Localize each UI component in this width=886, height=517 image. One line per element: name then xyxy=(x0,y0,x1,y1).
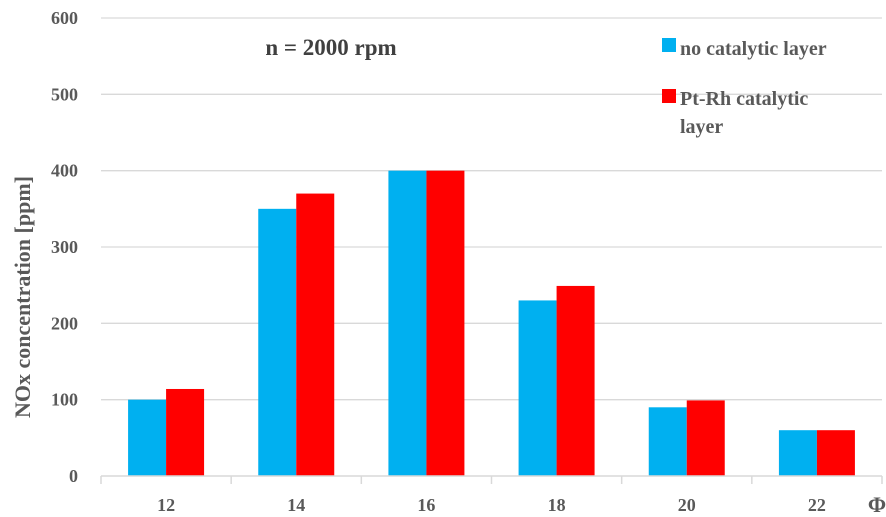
x-tick-label: 18 xyxy=(548,495,566,515)
bar-pt-rh-20 xyxy=(686,400,725,476)
x-tick-label: 12 xyxy=(157,495,175,515)
legend-label: Pt-Rh catalytic layer xyxy=(680,88,808,138)
x-tick-labels: 12 14 16 18 20 22 xyxy=(157,495,826,515)
bar-no-catalytic-20 xyxy=(648,407,687,476)
y-tick-label: 100 xyxy=(51,390,78,410)
y-tick-label: 300 xyxy=(51,237,78,257)
legend-swatch xyxy=(662,38,676,52)
bar-no-catalytic-16 xyxy=(388,170,427,476)
rpm-annotation: n = 2000 rpm xyxy=(265,35,396,60)
legend-swatch xyxy=(662,89,676,103)
legend-label: no catalytic layer xyxy=(680,38,827,60)
y-tick-labels: 0 100 200 300 400 500 600 xyxy=(51,8,78,486)
y-tick-label: 400 xyxy=(51,161,78,181)
bar-no-catalytic-22 xyxy=(778,430,817,476)
x-axis xyxy=(100,475,883,484)
bar-pt-rh-14 xyxy=(296,193,335,477)
x-axis-title: Φ xyxy=(868,492,886,517)
bar-pt-rh-12 xyxy=(166,388,205,476)
bar-no-catalytic-12 xyxy=(128,399,167,476)
gridlines xyxy=(101,17,882,401)
bar-no-catalytic-14 xyxy=(258,208,297,477)
y-axis-title: NOx concentration [ppm] xyxy=(10,176,35,418)
bar-no-catalytic-18 xyxy=(518,300,557,476)
x-tick-label: 14 xyxy=(287,495,305,515)
y-tick-label: 600 xyxy=(51,8,78,28)
x-tick-label: 20 xyxy=(678,495,696,515)
legend: no catalytic layer Pt-Rh catalytic layer xyxy=(662,38,827,138)
bar-pt-rh-18 xyxy=(556,285,595,476)
x-tick-label: 16 xyxy=(417,495,435,515)
y-tick-label: 200 xyxy=(51,313,78,333)
bars xyxy=(128,170,855,477)
x-tick-label: 22 xyxy=(808,495,826,515)
bar-pt-rh-22 xyxy=(816,430,855,476)
y-tick-label: 0 xyxy=(69,466,78,486)
bar-pt-rh-16 xyxy=(426,170,465,476)
y-tick-label: 500 xyxy=(51,84,78,104)
